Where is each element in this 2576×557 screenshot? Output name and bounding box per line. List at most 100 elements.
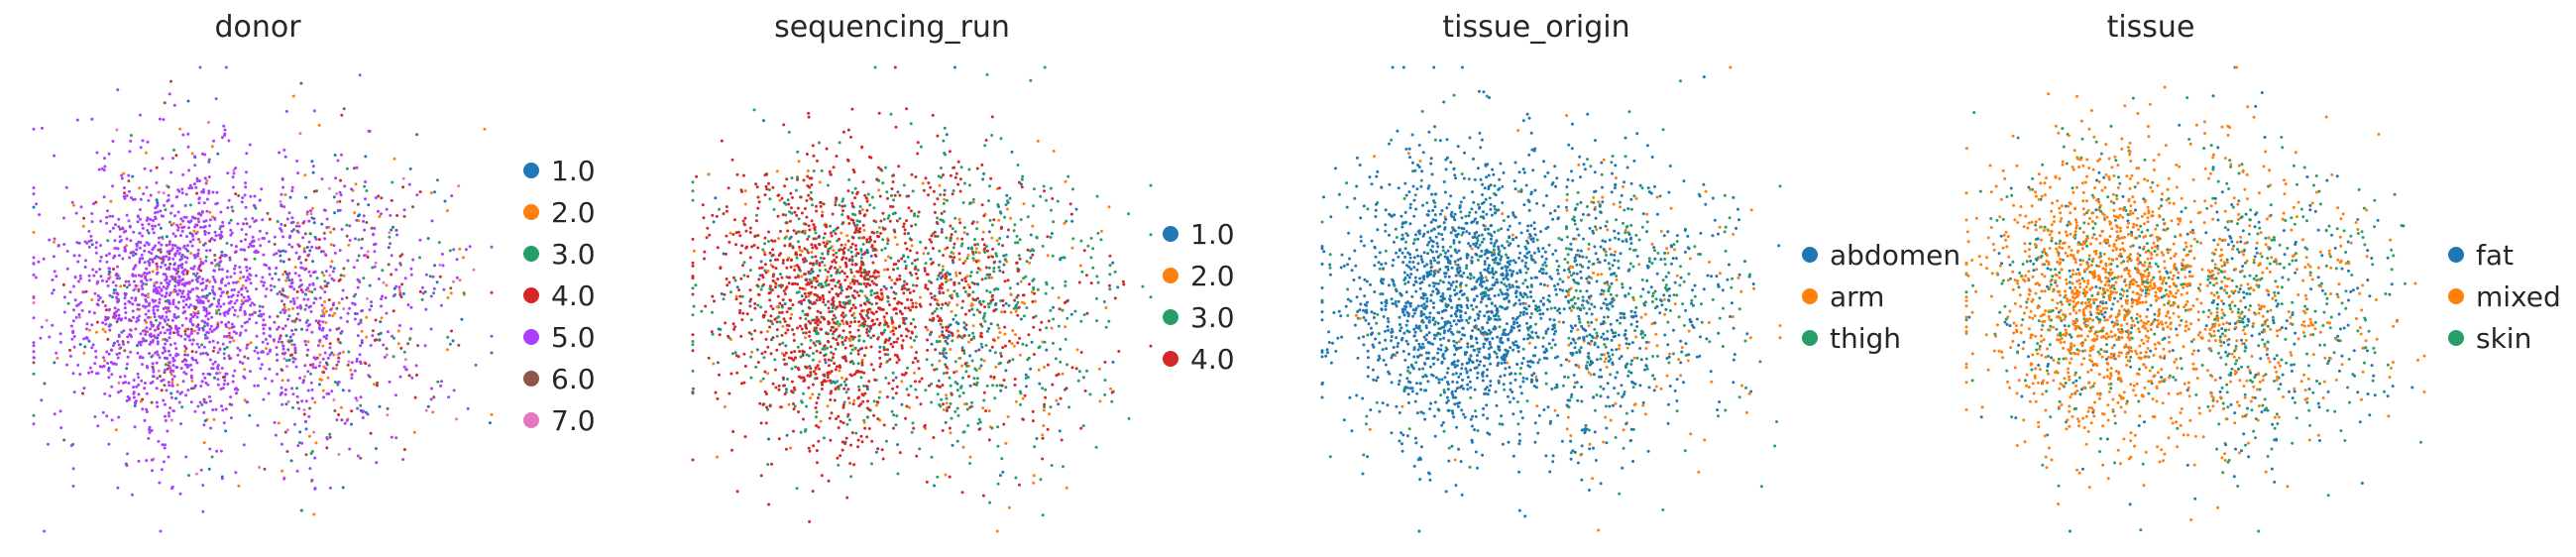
- data-point: [338, 190, 342, 194]
- data-point: [230, 322, 234, 326]
- data-point: [352, 266, 356, 270]
- data-point: [158, 375, 162, 379]
- data-point: [37, 260, 41, 264]
- data-point: [303, 364, 307, 368]
- data-point: [1047, 319, 1051, 323]
- data-point: [76, 363, 80, 367]
- data-point: [403, 358, 407, 362]
- data-point: [141, 226, 145, 230]
- data-point: [944, 277, 948, 280]
- data-point: [1056, 199, 1060, 203]
- data-point: [938, 359, 942, 363]
- data-point: [317, 238, 321, 242]
- data-point: [213, 279, 217, 283]
- data-point: [377, 209, 380, 213]
- data-point: [915, 395, 919, 399]
- data-point: [926, 287, 930, 291]
- data-point: [314, 237, 318, 241]
- data-point: [718, 207, 721, 211]
- data-point: [866, 273, 869, 277]
- data-point: [930, 295, 934, 299]
- data-point: [967, 285, 971, 289]
- data-point: [885, 321, 889, 325]
- data-point: [777, 283, 781, 287]
- data-point: [810, 219, 814, 223]
- data-point: [842, 272, 846, 276]
- data-point: [716, 396, 720, 400]
- data-point: [947, 330, 951, 334]
- data-point: [293, 266, 297, 270]
- data-point: [1014, 399, 1018, 403]
- data-point: [827, 371, 831, 375]
- data-point: [951, 332, 954, 336]
- data-point: [834, 261, 838, 265]
- data-point: [797, 368, 801, 372]
- data-point: [855, 279, 859, 283]
- data-point: [148, 271, 152, 275]
- data-point: [78, 315, 81, 319]
- data-point: [183, 344, 186, 348]
- data-point: [412, 430, 416, 434]
- data-point: [324, 270, 328, 274]
- data-point: [225, 372, 229, 376]
- data-point: [903, 232, 907, 236]
- data-point: [151, 365, 155, 369]
- data-point: [975, 381, 979, 385]
- data-point: [964, 279, 967, 283]
- data-point: [746, 275, 750, 278]
- data-point: [238, 308, 242, 312]
- data-point: [971, 250, 975, 254]
- data-point: [1041, 387, 1045, 390]
- data-point: [803, 273, 807, 277]
- data-point: [218, 371, 222, 375]
- data-point: [900, 344, 904, 348]
- data-point: [402, 214, 406, 218]
- data-point: [213, 238, 217, 242]
- data-point: [976, 282, 980, 286]
- data-point: [244, 286, 248, 290]
- data-point: [194, 472, 198, 476]
- data-point: [187, 305, 191, 309]
- data-point: [330, 277, 334, 280]
- data-point: [865, 388, 869, 391]
- data-point: [980, 163, 984, 167]
- data-point: [335, 363, 339, 367]
- data-point: [435, 280, 439, 284]
- data-point: [110, 385, 114, 389]
- data-point: [819, 256, 823, 260]
- data-point: [257, 357, 261, 361]
- data-point: [342, 107, 346, 111]
- data-point: [127, 397, 131, 401]
- data-point: [190, 244, 194, 248]
- data-point: [168, 384, 171, 388]
- data-point: [1088, 392, 1092, 396]
- data-point: [981, 177, 985, 181]
- data-point: [211, 276, 215, 278]
- data-point: [234, 250, 238, 254]
- data-point: [739, 277, 743, 280]
- data-point: [830, 411, 834, 415]
- data-point: [117, 313, 121, 317]
- data-point: [786, 198, 790, 202]
- data-point: [189, 267, 193, 271]
- data-point: [62, 310, 66, 314]
- data-point: [924, 246, 928, 250]
- data-point: [756, 234, 760, 238]
- data-point: [212, 296, 216, 300]
- data-point: [171, 364, 175, 368]
- data-point: [841, 130, 845, 134]
- data-point: [800, 275, 804, 278]
- data-point: [333, 251, 337, 255]
- data-point: [210, 367, 214, 371]
- data-point: [995, 254, 999, 258]
- data-point: [280, 390, 283, 394]
- data-point: [965, 407, 969, 411]
- data-point: [268, 367, 272, 371]
- data-point: [949, 294, 952, 298]
- data-point: [362, 214, 366, 218]
- data-point: [402, 365, 406, 369]
- data-point: [814, 231, 818, 235]
- data-point: [426, 237, 430, 241]
- data-point: [892, 198, 896, 202]
- data-point: [862, 281, 866, 285]
